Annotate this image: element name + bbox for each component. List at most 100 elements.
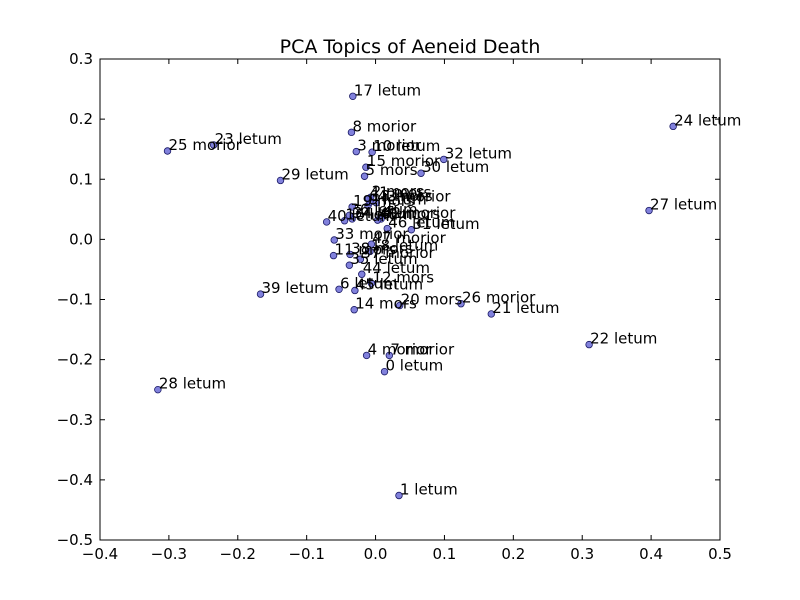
data-point [487, 310, 495, 318]
data-point-label: 45 letum [356, 275, 423, 293]
x-tick-label: 0.4 [639, 545, 663, 563]
data-point-label: 31 letum [412, 215, 479, 233]
data-point [372, 198, 380, 207]
data-point-label: 3 morior [357, 137, 422, 155]
data-point-label: 19 mors [353, 192, 415, 210]
data-point-label: 38 mors [351, 239, 413, 257]
plot-area-frame [99, 58, 721, 541]
y-tick-label: 0.0 [69, 230, 93, 248]
chart-title: PCA Topics of Aeneid Death [280, 36, 541, 58]
data-point-label: 42 morior [382, 204, 456, 222]
data-point [335, 285, 343, 293]
data-point [395, 491, 403, 500]
data-point [345, 211, 354, 220]
data-points [154, 92, 677, 500]
data-point-label: 15 morior [367, 152, 441, 170]
data-point [362, 163, 370, 171]
data-point-label: 43 morior [377, 188, 451, 206]
data-point [209, 141, 218, 149]
data-point [385, 351, 394, 360]
data-point-label: 24 letum [674, 111, 741, 129]
data-point-label: 12 mors [372, 268, 434, 286]
data-point-label: 0 letum [386, 357, 444, 375]
y-tick-label: 0.3 [69, 50, 93, 68]
y-tick-label: 0.2 [69, 110, 93, 128]
y-tick-label: −0.2 [57, 351, 93, 369]
data-point-label: 7 morior [390, 340, 455, 358]
data-point [360, 172, 369, 180]
data-point [322, 218, 331, 226]
data-point [347, 128, 356, 137]
data-point-label: 9 letum [369, 191, 427, 209]
data-point-label: 8 morior [352, 117, 417, 135]
axis-ticks: −0.4 −0.3 −0.2 −0.1 0.0 0.1 0.2 0.3 0.4 0.5−0.5−0… [57, 50, 732, 563]
data-point [340, 217, 349, 225]
data-point-label: 4 morior [368, 340, 433, 358]
x-tick-label: −0.1 [288, 545, 324, 563]
data-point [276, 176, 285, 185]
data-point-label: 44 letum [363, 259, 430, 277]
y-tick-label: 0.1 [69, 170, 93, 188]
x-tick-label: 0.0 [364, 545, 388, 563]
data-point [457, 300, 465, 308]
data-point [330, 236, 338, 244]
data-point-label: 41 mors [370, 183, 432, 201]
y-tick-label: −0.5 [57, 531, 93, 549]
data-point [367, 240, 376, 248]
data-point-label: 22 letum [590, 330, 657, 348]
data-point [669, 122, 677, 131]
data-point [352, 147, 360, 156]
data-point-label: 35 letum [350, 250, 417, 268]
data-point-label: 32 letum [445, 144, 512, 162]
x-tick-label: −0.4 [82, 545, 118, 563]
data-point [364, 194, 373, 203]
data-point-label: 40 letum [328, 207, 395, 225]
data-point-label: 27 letum [650, 196, 717, 214]
data-point [256, 290, 265, 298]
data-point [349, 92, 357, 100]
data-point-label: 29 letum [281, 165, 348, 183]
data-point [645, 206, 653, 215]
data-point [585, 340, 593, 349]
data-point [367, 279, 376, 287]
data-point [346, 250, 354, 259]
data-point-label: 14 mors [355, 295, 417, 313]
data-point [350, 306, 358, 314]
data-point [163, 147, 172, 155]
data-point [368, 148, 376, 156]
y-tick-label: −0.4 [57, 471, 93, 489]
data-point [348, 203, 356, 211]
data-point [362, 351, 371, 360]
data-point [373, 216, 382, 224]
data-point [407, 226, 416, 234]
data-point-label: 48 mors [379, 205, 441, 223]
data-point-label: 47 morior [372, 229, 446, 247]
x-tick-label: −0.3 [151, 545, 187, 563]
data-point-label: 20 mors [401, 291, 463, 309]
y-tick-label: −0.1 [57, 291, 93, 309]
data-point-label: 10 letum [373, 137, 440, 155]
data-point-label: 1 letum [400, 481, 458, 499]
data-point [345, 261, 354, 269]
data-point-label: 46 letum [388, 214, 455, 232]
data-point [440, 155, 448, 164]
data-point [356, 255, 365, 263]
data-point-label: 5 mors [366, 161, 418, 179]
data-point-labels: 0 letum 1 letum 2 mors 3 morior 4 morior 5 mo… [159, 81, 742, 498]
data-point-label: 21 letum [492, 299, 559, 317]
data-point-label: 23 letum [215, 130, 282, 148]
data-point-label: 6 letum [340, 274, 398, 292]
data-point-label: 30 letum [422, 158, 489, 176]
x-tick-label: −0.2 [220, 545, 256, 563]
data-point [154, 385, 162, 394]
data-point-label: 26 morior [462, 289, 536, 307]
data-point-label: 33 morior [335, 225, 409, 243]
data-point-label: 39 letum [262, 279, 329, 297]
data-point-label: 16 letum [346, 206, 413, 224]
data-point [329, 251, 338, 260]
data-point [395, 301, 404, 310]
y-tick-label: −0.3 [57, 411, 93, 429]
data-point [366, 247, 374, 256]
data-point-label: 36 letum [350, 200, 417, 218]
data-point [380, 367, 389, 376]
